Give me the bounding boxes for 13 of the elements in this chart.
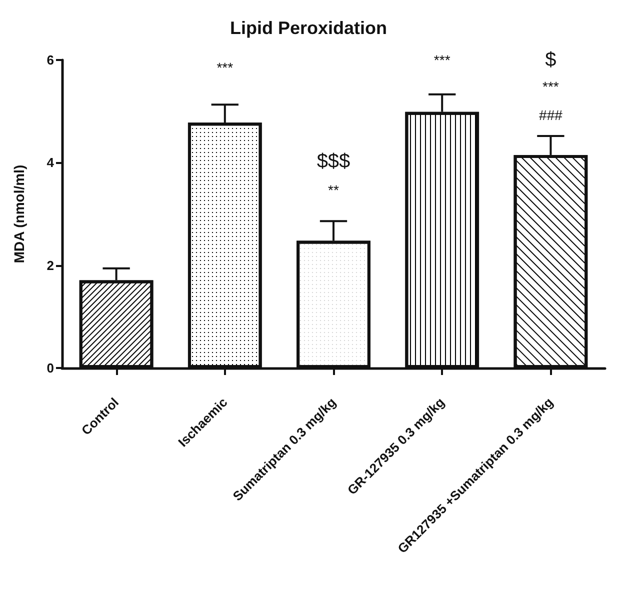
- y-tick-label: 0: [46, 360, 54, 376]
- annotation: ***: [216, 60, 234, 76]
- annotation: $: [545, 49, 556, 71]
- y-tick-label: 2: [46, 258, 54, 273]
- y-tick-label: 4: [46, 155, 55, 170]
- annotation: ***: [434, 52, 451, 68]
- chart-title: Lipid Peroxidation: [230, 18, 388, 38]
- annotation: **: [328, 182, 340, 198]
- y-tick-label: 6: [46, 52, 54, 68]
- annotation: ***: [542, 78, 560, 95]
- y-axis-title: MDA (nmol/ml): [11, 164, 27, 264]
- annotation: ###: [539, 106, 563, 123]
- annotation: $$$: [316, 150, 350, 173]
